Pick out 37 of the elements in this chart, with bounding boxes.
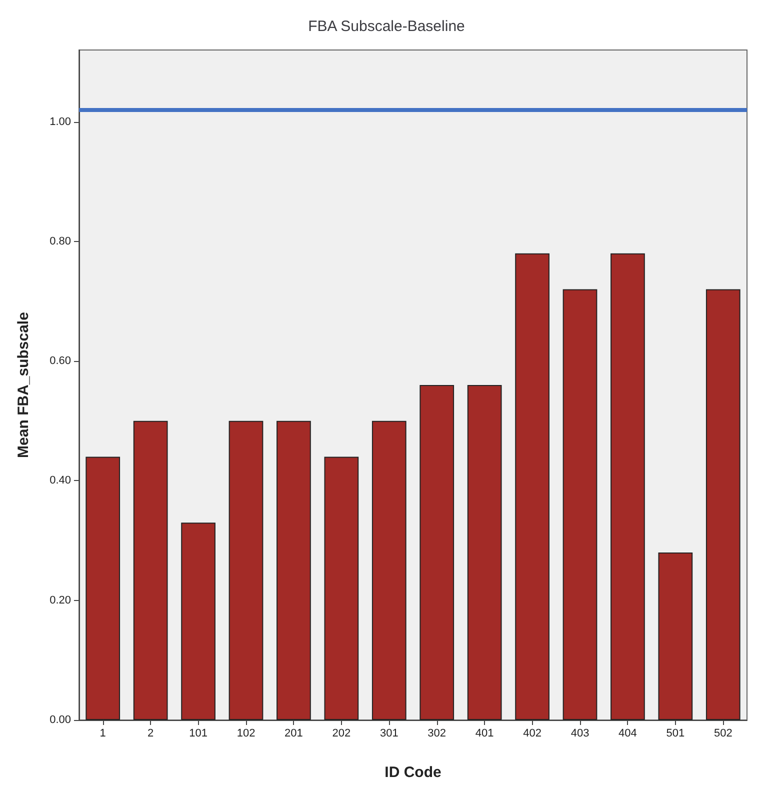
x-tick-label: 404 — [618, 728, 637, 740]
bar — [562, 289, 598, 720]
y-tick-label: 0.40 — [50, 474, 71, 487]
x-tick-label: 501 — [666, 728, 685, 740]
x-tick-label: 202 — [332, 728, 351, 740]
bar — [658, 552, 693, 720]
x-tick-label: 2 — [148, 728, 154, 740]
x-tick-label: 301 — [380, 728, 398, 740]
y-tick-label: 0.80 — [50, 235, 71, 248]
bar — [610, 253, 645, 720]
bar — [372, 420, 406, 720]
x-tick-label: 102 — [236, 728, 256, 740]
x-tick-label: 201 — [284, 728, 303, 740]
bar — [133, 420, 168, 720]
bar — [420, 385, 454, 720]
y-tick-label: 0.60 — [50, 355, 71, 368]
y-tick-label: 0.20 — [50, 594, 71, 606]
bar — [324, 456, 359, 720]
x-tick-label: 401 — [475, 728, 494, 740]
bar — [228, 420, 264, 720]
y-tick-label: 0.00 — [50, 714, 71, 726]
x-tick-label: 402 — [523, 728, 542, 740]
x-tick-label: 302 — [428, 728, 446, 740]
chart-title: FBA Subscale-Baseline — [308, 18, 465, 35]
y-axis-title: Mean FBA_subscale — [15, 312, 32, 458]
bar — [467, 385, 502, 720]
x-tick-label: 502 — [714, 728, 732, 740]
y-tick-label: 1.00 — [50, 116, 71, 128]
x-tick-label: 403 — [570, 728, 590, 740]
bar — [276, 420, 311, 720]
bar — [86, 456, 120, 720]
bar — [181, 522, 216, 720]
x-tick-label: 101 — [189, 728, 208, 740]
bar — [706, 289, 740, 720]
bar — [515, 253, 550, 720]
x-tick-label: 1 — [100, 728, 106, 740]
x-axis-title: ID Code — [384, 764, 442, 781]
